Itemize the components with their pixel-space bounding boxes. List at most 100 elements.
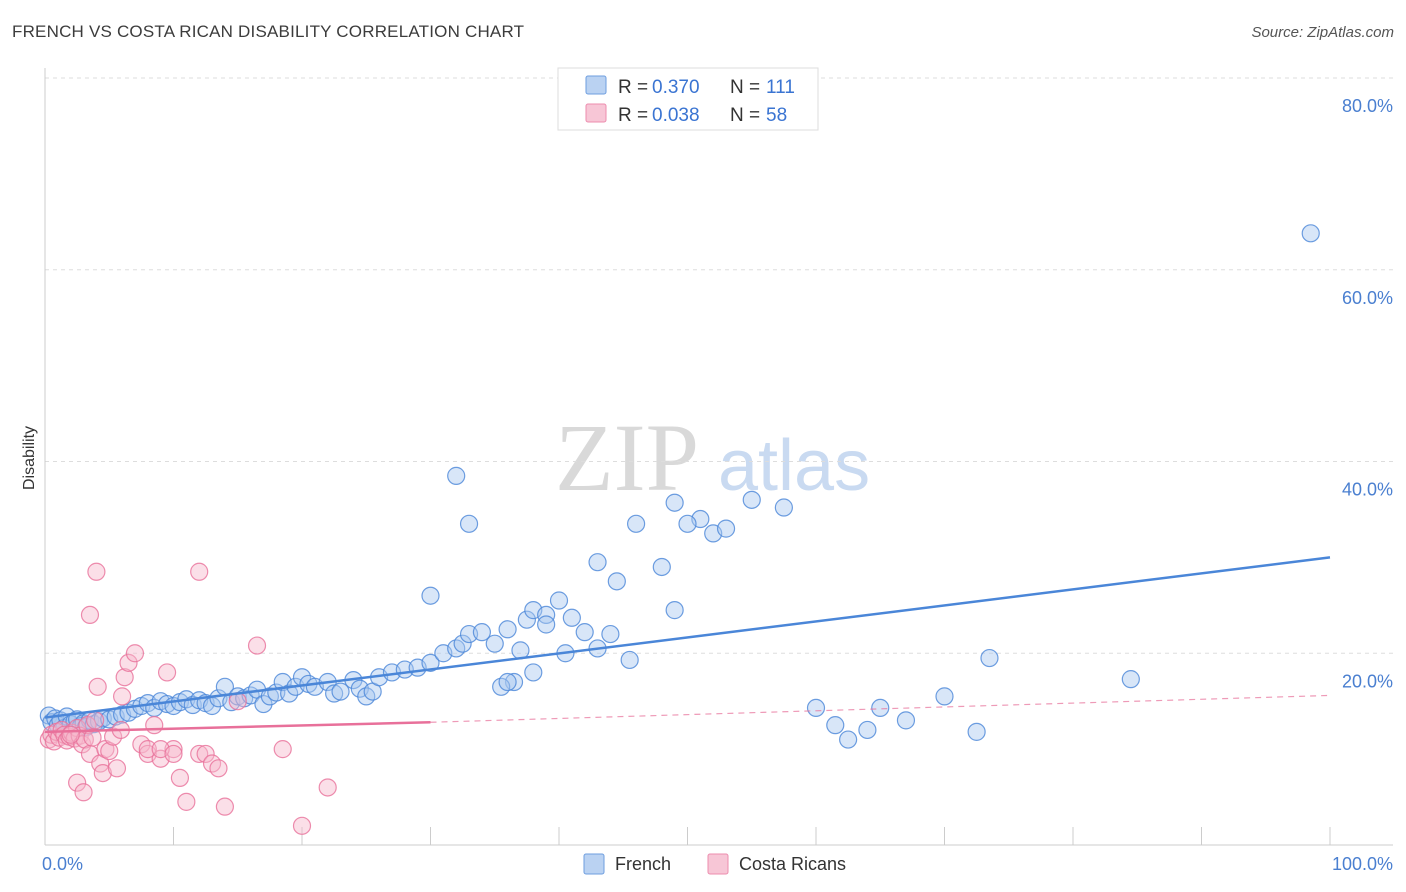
y-tick-label-20: 20.0% [1342,671,1393,691]
legend-swatch-costa [585,103,607,123]
french-point-110 [1301,224,1320,243]
costa-point-34 [157,663,177,682]
french-point-64 [453,634,472,653]
french-point-45 [280,684,299,703]
costa-point-44 [209,759,228,778]
legend-n-label-costa: N = [730,105,760,126]
french-point-99 [774,498,793,517]
watermark-atlas: atlas [718,426,870,506]
bottom-legend-swatch-costa [707,853,729,875]
costa-point-35 [164,740,183,759]
french-point-89 [607,572,626,591]
french-point-95 [665,601,684,620]
french-point-68 [498,620,517,639]
y-tick-label-40: 40.0% [1342,480,1393,500]
french-point-67 [485,634,504,653]
french-point-91 [665,493,684,512]
french-point-103 [858,720,877,740]
french-point-61 [421,653,440,672]
costa-point-43 [190,562,209,581]
french-point-106 [935,687,954,706]
series-french-points [39,224,1320,749]
legend-n-value-french: 111 [766,77,795,98]
french-point-98 [742,490,761,509]
y-tick-label-80: 80.0% [1342,96,1393,116]
french-point-105 [896,711,916,730]
legend-r-value-costa: 0.038 [652,105,700,126]
costa-point-36 [170,768,190,787]
french-point-81 [447,466,466,485]
costa-point-21 [93,763,112,783]
french-point-80 [421,586,440,605]
french-point-85 [524,663,543,682]
legend-r-label-costa: R = [618,105,648,126]
costa-point-51 [61,725,80,744]
french-point-94 [652,557,671,577]
costa-point-48 [273,740,292,759]
legend-r-label-french: R = [618,77,648,98]
costa-point-18 [86,711,105,730]
chart-title: FRENCH VS COSTA RICAN DISABILITY CORRELA… [12,22,525,41]
french-trend-line [44,556,1331,719]
costa-point-24 [104,727,123,746]
costa-point-29 [125,644,145,663]
french-point-74 [562,608,581,627]
x-tick-label-max: 100.0% [1332,854,1393,874]
costa-point-45 [215,797,234,816]
legend-n-label-french: N = [730,77,760,98]
bottom-legend: French Costa Ricans [583,853,846,875]
costa-point-53 [74,783,93,802]
french-point-78 [620,650,639,670]
french-point-109 [1121,670,1140,689]
french-point-82 [459,514,479,533]
french-point-102 [839,730,858,749]
french-point-86 [537,615,556,634]
legend: R = 0.370 N = 111 R = 0.038 N = 58 [557,67,819,131]
french-point-97 [716,519,736,538]
costa-point-28 [119,653,138,672]
french-point-84 [498,672,517,692]
costa-point-5 [52,720,71,740]
french-point-52 [331,682,350,701]
legend-r-value-french: 0.370 [652,77,700,98]
y-axis-label: Disability [21,426,38,490]
series-costa-points [39,562,337,835]
french-point-101 [826,716,845,735]
costa-point-37 [177,792,196,811]
costa-point-49 [292,816,312,835]
costa-point-32 [145,716,164,735]
french-point-70 [517,610,536,629]
costa-point-41 [80,605,100,625]
tick-labels: 20.0% 40.0% 60.0% 80.0% 0.0% 100.0% [42,96,1393,874]
bottom-legend-french: French [615,854,671,874]
bottom-legend-swatch-french [583,853,605,875]
french-point-108 [980,648,999,668]
french-point-104 [871,698,890,717]
costa-point-55 [138,740,157,759]
legend-n-value-costa: 58 [766,105,787,126]
costa-point-52 [68,773,87,792]
costa-point-39 [196,744,215,764]
costa-point-42 [87,562,106,581]
costa-point-54 [112,687,132,706]
costa-point-23 [100,741,119,761]
trend-lines [44,556,1331,734]
french-point-51 [325,684,344,703]
french-point-88 [588,553,607,572]
french-point-90 [626,514,646,533]
grid-lines [45,77,1393,654]
french-point-100 [806,698,826,717]
costa-point-47 [247,636,267,655]
costa-trend-extension [430,694,1331,723]
x-tick-label-min: 0.0% [42,854,83,874]
french-point-75 [575,623,594,642]
costa-point-38 [190,744,209,764]
costa-point-27 [115,668,134,687]
costa-point-25 [107,759,127,778]
french-point-107 [967,722,986,741]
costa-point-17 [83,728,102,747]
y-tick-label-60: 60.0% [1342,288,1393,308]
watermark-zip: ZIP [555,404,699,511]
costa-trend-line [44,721,431,734]
french-point-77 [601,624,620,644]
